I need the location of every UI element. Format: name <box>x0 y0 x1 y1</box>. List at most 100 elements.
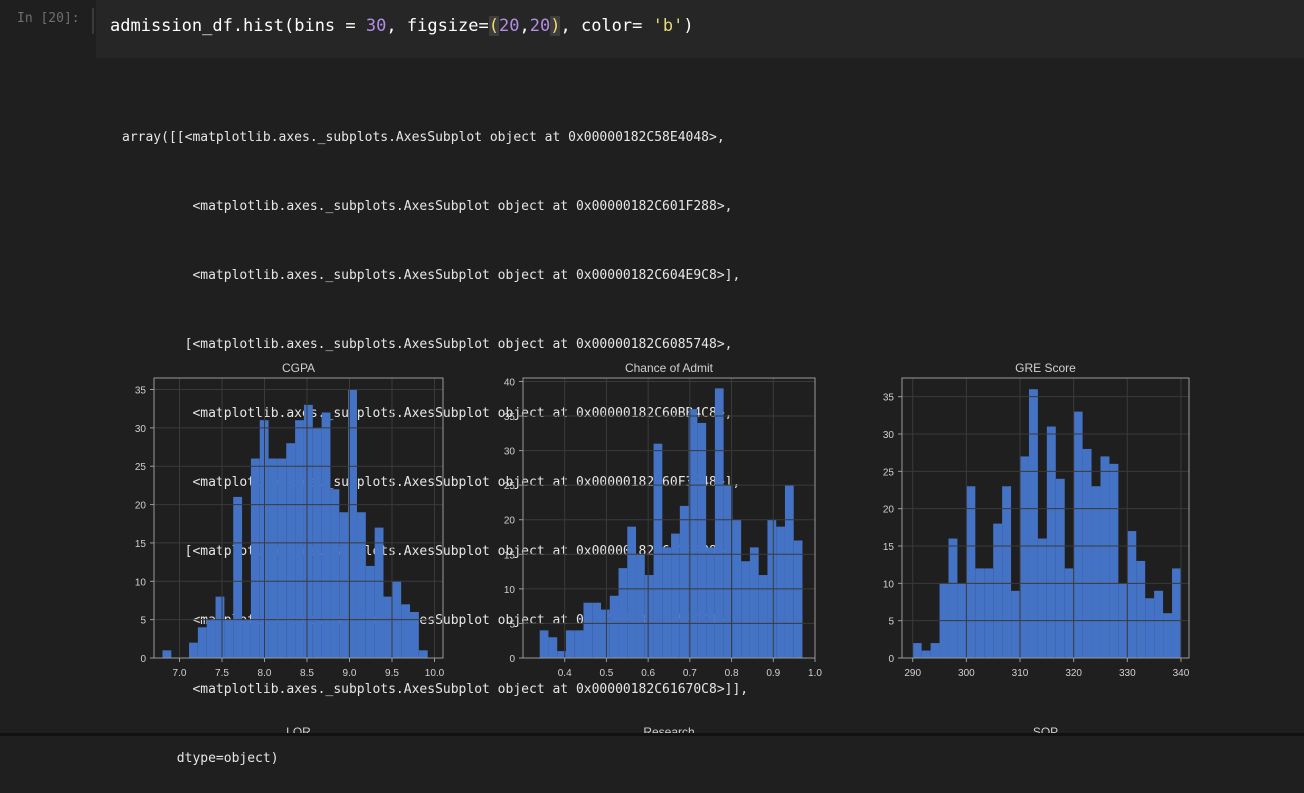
plot-frame <box>153 377 444 659</box>
histogram-bar <box>1091 486 1101 658</box>
histogram-bar <box>339 512 349 658</box>
histogram-bar <box>1064 568 1074 658</box>
histogram-bar <box>618 568 628 658</box>
histogram-bar <box>374 527 384 658</box>
x-tick-label: 0.9 <box>766 668 780 679</box>
output-line: [<matplotlib.axes._subplots.AxesSubplot … <box>122 337 733 352</box>
plot-frame <box>901 377 1190 659</box>
histogram-bar <box>418 650 428 658</box>
code-space <box>356 16 366 36</box>
y-tick-label: 30 <box>135 424 147 435</box>
histogram-bar <box>268 458 278 658</box>
histogram-bar <box>758 575 768 658</box>
code-color-value: 'b' <box>652 16 684 36</box>
x-tick-label: 7.5 <box>215 668 229 679</box>
histogram-bar <box>233 496 243 658</box>
output-line: array([[<matplotlib.axes._subplots.AxesS… <box>122 130 725 145</box>
histogram-bar <box>912 643 922 658</box>
y-tick-label: 0 <box>509 654 515 665</box>
histogram-bar <box>1011 590 1021 658</box>
y-tick-label: 20 <box>883 505 895 516</box>
y-tick-label: 15 <box>135 539 147 550</box>
y-tick-label: 5 <box>888 617 894 628</box>
histogram-bar <box>1145 598 1155 658</box>
histogram-bar <box>636 554 645 658</box>
y-tick-label: 20 <box>135 501 147 512</box>
histogram-bar <box>1109 463 1119 658</box>
histogram-bar <box>1073 411 1083 658</box>
histogram-bar <box>548 637 558 658</box>
histogram-bar <box>410 611 419 658</box>
histogram-bar <box>627 526 637 658</box>
x-tick-label: 0.4 <box>558 668 572 679</box>
code-equals: = <box>345 16 356 36</box>
histogram-bar <box>539 630 549 658</box>
histogram-bar <box>1046 426 1056 658</box>
x-tick-label: 7.0 <box>173 668 187 679</box>
code-close: ) <box>683 16 694 36</box>
histogram-bar <box>688 409 698 658</box>
y-tick-label: 15 <box>883 542 895 553</box>
histogram-bar <box>303 404 313 658</box>
histogram-bar <box>383 596 393 658</box>
bottom-strip <box>0 733 1304 736</box>
histogram-bar <box>1154 590 1164 658</box>
histogram-bar <box>714 388 724 658</box>
input-prompt: In [20]: <box>17 11 80 26</box>
histogram-bar <box>741 561 750 658</box>
chart-title: GRE Score <box>1015 361 1076 375</box>
y-tick-label: 35 <box>883 393 895 404</box>
histogram-bar <box>921 650 931 658</box>
code-space <box>642 16 652 36</box>
histogram-bar <box>930 643 940 658</box>
code-paren-open: ( <box>488 16 500 36</box>
y-tick-label: 15 <box>504 550 516 561</box>
histogram-bar <box>975 568 985 658</box>
output-line: dtype=object) <box>122 751 279 766</box>
code-paren-close: ) <box>550 16 561 36</box>
histogram-bar <box>189 642 198 658</box>
input-row: In [20]: admission_df.hist(bins = 30, fi… <box>0 0 1304 60</box>
histogram-bar <box>653 443 663 658</box>
chart-title: CGPA <box>282 361 315 375</box>
x-tick-label: 1.0 <box>808 668 822 679</box>
y-tick-label: 25 <box>135 462 147 473</box>
x-tick-label: 290 <box>904 668 921 679</box>
histogram-bar <box>609 595 619 658</box>
y-tick-label: 40 <box>504 377 516 388</box>
histogram-bar <box>601 609 610 658</box>
code-cell[interactable] <box>96 0 1304 58</box>
histogram-bar <box>1002 486 1012 658</box>
histogram-bar <box>277 458 287 658</box>
chart-title: LOR <box>286 725 311 736</box>
histogram-bar <box>671 533 680 658</box>
histogram-bar <box>776 526 785 658</box>
y-tick-label: 10 <box>504 585 516 596</box>
histogram-bar <box>592 602 602 658</box>
x-tick-label: 8.5 <box>300 668 314 679</box>
histogram-bar <box>574 630 584 658</box>
histogram-bar <box>679 505 689 658</box>
y-tick-label: 25 <box>883 467 895 478</box>
histogram-bar <box>242 619 251 658</box>
histogram-bar <box>1100 456 1110 658</box>
histogram-bar <box>356 512 366 658</box>
histogram-bar <box>966 486 976 658</box>
histogram-bar <box>1055 478 1065 658</box>
chart-title: Chance of Admit <box>625 361 714 375</box>
histogram-bar <box>723 485 733 658</box>
histogram-bar <box>162 650 172 658</box>
histogram-bar <box>1028 389 1038 658</box>
histogram-bar <box>1037 538 1047 658</box>
histogram-bar <box>662 547 672 658</box>
histogram-bar <box>583 602 593 658</box>
x-tick-label: 10.0 <box>425 668 445 679</box>
histogram-bar <box>401 604 411 658</box>
x-tick-label: 300 <box>958 668 975 679</box>
y-tick-label: 0 <box>888 654 894 665</box>
code-line[interactable]: admission_df.hist(bins = 30, figsize=(20… <box>110 16 694 36</box>
code-fig-width: 20 <box>499 16 520 36</box>
histogram-bar <box>565 630 575 658</box>
chart-title: Research <box>643 725 694 736</box>
code-comma: , <box>519 16 530 36</box>
